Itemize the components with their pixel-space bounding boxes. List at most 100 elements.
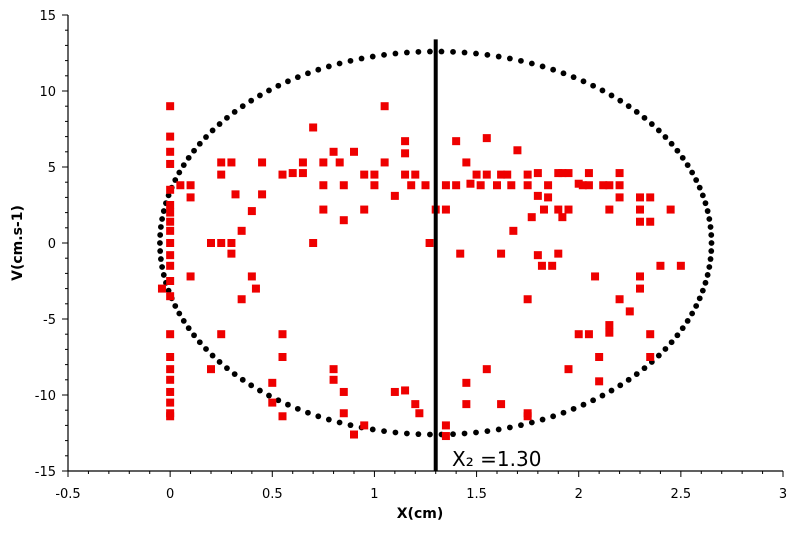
ellipse-dot <box>369 426 376 433</box>
data-point <box>166 292 175 301</box>
data-point <box>278 170 287 179</box>
ellipse-dot <box>580 401 587 408</box>
data-point <box>558 169 567 178</box>
ellipse-dot <box>696 184 703 191</box>
data-point <box>258 158 267 167</box>
data-point <box>425 239 434 247</box>
ellipse-dot <box>196 339 203 346</box>
data-point <box>615 295 624 304</box>
ellipse-dot <box>231 108 238 115</box>
ellipse-dot <box>570 405 577 412</box>
data-point <box>411 400 420 409</box>
data-point <box>166 330 175 339</box>
ellipse-dot <box>176 169 183 176</box>
data-point <box>157 284 166 293</box>
data-point <box>278 353 287 361</box>
data-point <box>176 181 185 190</box>
data-point <box>441 181 450 190</box>
data-point <box>390 387 399 396</box>
data-point <box>591 272 600 281</box>
ellipse-dot <box>689 169 696 176</box>
ellipse-dot <box>608 92 615 99</box>
data-point <box>268 378 277 387</box>
data-point <box>636 272 644 281</box>
ellipse-dot <box>415 431 422 438</box>
ellipse-dot <box>305 409 311 416</box>
data-point <box>166 147 175 156</box>
data-point <box>268 398 277 407</box>
data-point <box>166 365 175 374</box>
data-point <box>564 169 573 178</box>
ellipse-dot <box>203 134 209 140</box>
ellipse-dot <box>172 303 179 309</box>
ellipse-dot <box>209 127 216 134</box>
data-point <box>401 149 410 158</box>
data-point <box>166 398 175 407</box>
data-point <box>533 251 542 260</box>
data-point <box>578 181 587 190</box>
data-point <box>493 181 501 190</box>
data-point <box>247 272 256 281</box>
ellipse-dot <box>699 192 706 199</box>
data-point <box>401 386 410 395</box>
data-point <box>166 251 175 260</box>
data-point <box>360 421 369 430</box>
ellipse-dot <box>625 376 632 383</box>
ellipse-dot-series <box>157 48 715 438</box>
data-point <box>370 181 379 190</box>
data-point <box>564 205 573 214</box>
data-point <box>584 181 593 190</box>
data-point <box>574 179 583 188</box>
ellipse-dot <box>275 82 282 89</box>
data-point <box>217 158 226 167</box>
ellipse-dot <box>415 48 422 55</box>
ellipse-dot <box>403 430 410 437</box>
ellipse-dot <box>305 70 311 77</box>
ellipse-dot <box>539 63 546 70</box>
ellipse-dot <box>648 121 655 127</box>
ellipse-dot <box>203 346 209 352</box>
ellipse-dot <box>617 97 624 104</box>
ellipse-dot <box>358 55 365 62</box>
data-point <box>548 261 557 270</box>
data-point <box>666 205 675 214</box>
ellipse-dot <box>285 78 291 85</box>
data-point <box>339 387 348 396</box>
data-point <box>227 158 236 167</box>
ellipse-dot <box>708 240 715 246</box>
ellipse-dot <box>702 200 709 207</box>
y-tick-label: 15 <box>39 9 56 24</box>
data-point <box>497 249 506 258</box>
ellipse-dot <box>707 224 714 230</box>
data-point <box>247 207 256 216</box>
data-point <box>482 170 491 179</box>
ellipse-dot <box>625 103 632 110</box>
ellipse-dot <box>180 317 187 324</box>
x-tick-label: 3 <box>779 487 787 502</box>
y-tick-label: -5 <box>43 313 56 328</box>
ellipse-dot <box>159 216 166 222</box>
data-point <box>380 102 389 111</box>
data-point <box>646 330 655 339</box>
data-point <box>166 261 175 270</box>
ellipse-dot <box>539 416 546 423</box>
x-tick-label: 1 <box>370 487 378 502</box>
y-axis-title: V(cm.s-1) <box>10 205 26 281</box>
x-tick-label: 2.5 <box>671 487 692 502</box>
data-point <box>462 378 471 387</box>
data-point <box>217 330 226 339</box>
data-point <box>339 216 348 225</box>
data-point <box>656 261 665 270</box>
data-point <box>166 185 175 194</box>
data-point <box>407 181 416 190</box>
data-point <box>227 239 236 247</box>
ellipse-dot <box>693 303 700 309</box>
ellipse-dot <box>165 287 172 294</box>
ellipse-dot <box>216 359 223 365</box>
data-point <box>533 191 542 200</box>
data-point <box>421 181 430 190</box>
data-point <box>401 137 410 146</box>
data-point <box>523 295 532 304</box>
tick-labels: -0.5 0 0.5 1 1.5 2 2.5 3 15 10 5 0 -5 -10 -15 <box>35 9 787 502</box>
data-point <box>574 330 583 339</box>
